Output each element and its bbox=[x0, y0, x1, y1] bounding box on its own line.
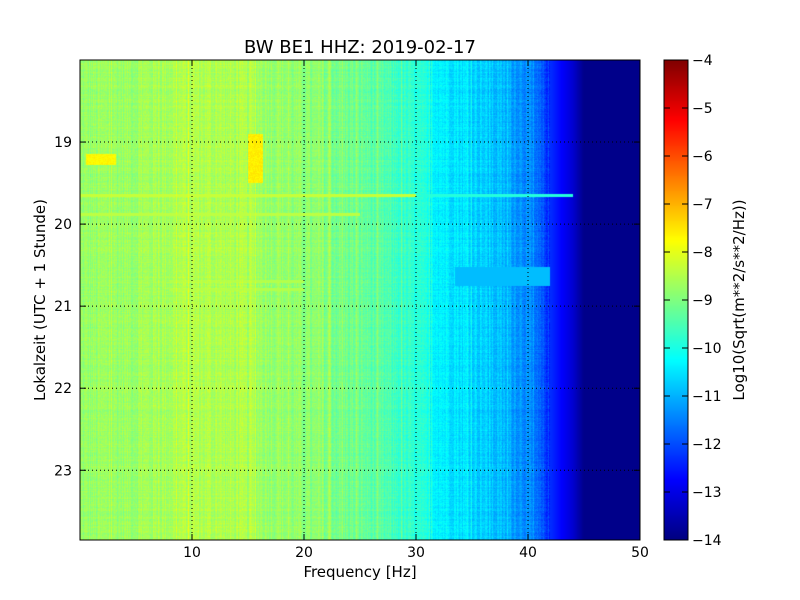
chart-title: BW BE1 HHZ: 2019-02-17 bbox=[244, 37, 476, 58]
colorbar-tick-label: −12 bbox=[692, 437, 722, 453]
spectrogram-heatmap bbox=[80, 60, 640, 540]
colorbar-label: Log10(Sqrt(m**2/s**2/Hz)) bbox=[730, 199, 748, 400]
x-tick-label: 10 bbox=[183, 545, 201, 561]
x-tick-label: 30 bbox=[407, 545, 425, 561]
colorbar-tick-label: −8 bbox=[692, 245, 713, 261]
colorbar-tick-label: −11 bbox=[692, 389, 722, 405]
colorbar-tick-label: −10 bbox=[692, 341, 722, 357]
colorbar-tick-label: −6 bbox=[692, 149, 713, 165]
y-tick-label: 21 bbox=[54, 299, 72, 315]
colorbar-tick-label: −4 bbox=[692, 53, 713, 69]
y-tick-label: 22 bbox=[54, 381, 72, 397]
y-tick-label: 20 bbox=[54, 217, 72, 233]
colorbar-tick-label: −9 bbox=[692, 293, 713, 309]
y-tick-label: 19 bbox=[54, 135, 72, 151]
x-tick-label: 20 bbox=[295, 545, 313, 561]
spectrogram-image bbox=[80, 60, 640, 540]
x-tick-label: 40 bbox=[519, 545, 537, 561]
colorbar: −4 −5 −6 −7 −8 −9 −10 −11 −12 −13 −14 bbox=[664, 53, 722, 549]
x-tick-label: 50 bbox=[631, 545, 649, 561]
y-tick-label: 23 bbox=[54, 463, 72, 479]
colorbar-tick-label: −7 bbox=[692, 197, 713, 213]
colorbar-tick-label: −13 bbox=[692, 485, 722, 501]
colorbar-tick-label: −5 bbox=[692, 101, 713, 117]
colorbar-tick-label: −14 bbox=[692, 533, 722, 549]
x-axis-label: Frequency [Hz] bbox=[303, 563, 416, 581]
y-axis-label: Lokalzeit (UTC + 1 Stunde) bbox=[31, 199, 49, 401]
